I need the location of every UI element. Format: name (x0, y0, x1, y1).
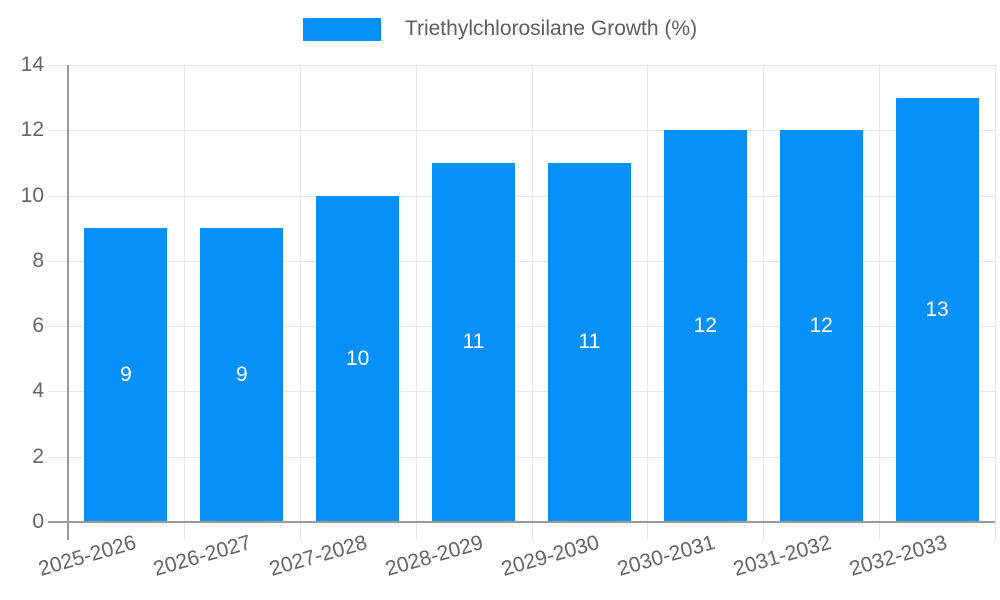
bar-value-label: 12 (693, 314, 717, 338)
legend-swatch (302, 17, 381, 41)
v-gridline (995, 65, 996, 540)
bar: 12 (779, 130, 863, 522)
v-gridline (183, 65, 185, 540)
v-gridline (879, 65, 881, 540)
y-tick-label: 10 (20, 183, 44, 207)
x-tick-label: 2025-2026 (35, 531, 139, 581)
y-tick-label: 0 (32, 510, 44, 533)
y-tick-label: 14 (20, 53, 44, 76)
x-axis-line (48, 521, 995, 523)
v-gridline (299, 65, 301, 540)
h-gridline (48, 326, 995, 328)
bar: 11 (432, 162, 516, 522)
x-tick-label: 2031-2032 (730, 531, 834, 581)
bar: 9 (200, 228, 284, 522)
bar: 12 (663, 130, 747, 522)
y-tick-label: 8 (32, 248, 44, 272)
bar-value-label: 10 (346, 346, 370, 370)
bar: 13 (895, 97, 979, 522)
bar-value-label: 9 (235, 363, 248, 387)
bar-value-label: 9 (120, 363, 132, 387)
h-gridline (48, 65, 995, 66)
y-tick-label: 2 (32, 444, 44, 468)
h-gridline (48, 130, 995, 132)
v-gridline (647, 65, 649, 540)
y-tick-label: 6 (32, 314, 44, 338)
x-tick-label: 2026-2027 (151, 531, 255, 581)
y-tick-label: 12 (20, 118, 44, 142)
y-axis-line (67, 65, 69, 540)
v-gridline (531, 65, 533, 540)
bar: 11 (547, 162, 631, 522)
y-tick-label: 4 (32, 379, 44, 403)
bar-value-label: 13 (925, 297, 949, 321)
h-gridline (48, 391, 995, 393)
v-gridline (763, 65, 765, 540)
legend-label: Triethylchlorosilane Growth (%) (404, 17, 698, 40)
h-gridline (48, 195, 995, 197)
v-gridline (415, 65, 417, 540)
x-tick-label: 2028-2029 (383, 531, 486, 581)
bar-value-label: 11 (578, 330, 601, 354)
x-tick-label: 2030-2031 (614, 531, 718, 581)
h-gridline (48, 260, 995, 262)
x-tick-label: 2027-2028 (267, 531, 371, 581)
bar: 10 (316, 195, 400, 522)
x-tick-label: 2032-2033 (846, 531, 950, 581)
legend-item[interactable]: Triethylchlorosilane Growth (%) (0, 16, 1000, 42)
bar-value-label: 12 (809, 314, 833, 338)
x-tick-label: 2029-2030 (498, 531, 602, 581)
bar: 9 (84, 228, 168, 522)
h-gridline (48, 456, 995, 458)
bar-value-label: 11 (462, 330, 485, 354)
